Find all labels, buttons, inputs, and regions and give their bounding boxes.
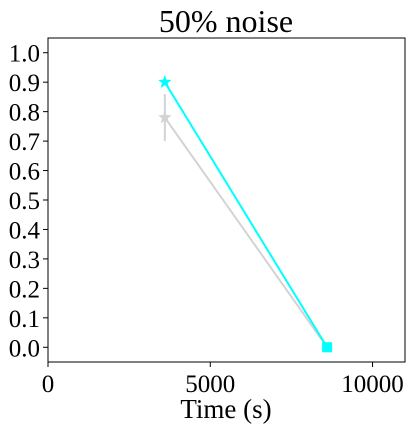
y-tick-label: 1.0 — [9, 41, 40, 68]
x-tick-label: 10000 — [341, 371, 404, 398]
y-tick-label: 0.7 — [9, 129, 40, 156]
y-tick-label: 0.0 — [9, 335, 40, 362]
x-axis: 0 5000 10000 — [42, 362, 404, 398]
series-1 — [157, 74, 333, 353]
y-tick-label: 0.4 — [9, 217, 41, 244]
series-line — [163, 81, 328, 348]
x-axis-title: Time (s) — [180, 394, 271, 424]
y-tick-label: 0.9 — [9, 70, 40, 97]
x-tick-label: 0 — [42, 371, 55, 398]
y-tick-label: 0.2 — [9, 276, 40, 303]
x-tick-label: 5000 — [185, 371, 235, 398]
series-layer — [157, 74, 333, 353]
y-tick-label: 0.6 — [9, 159, 40, 186]
y-tick-label: 0.8 — [9, 100, 40, 127]
y-axis: 0.00.1 0.20.3 0.40.50.6 0.70.8 0.91.0 — [9, 41, 48, 362]
plot-frame — [47, 37, 406, 363]
series-line — [164, 116, 328, 348]
star-marker — [157, 74, 172, 89]
y-tick-label: 0.3 — [9, 247, 40, 274]
y-tick-label: 0.1 — [9, 306, 40, 333]
y-tick-label: 0.5 — [9, 188, 40, 215]
chart-title: 50% noise — [159, 3, 293, 39]
square-marker — [322, 342, 333, 353]
star-marker — [157, 110, 172, 124]
